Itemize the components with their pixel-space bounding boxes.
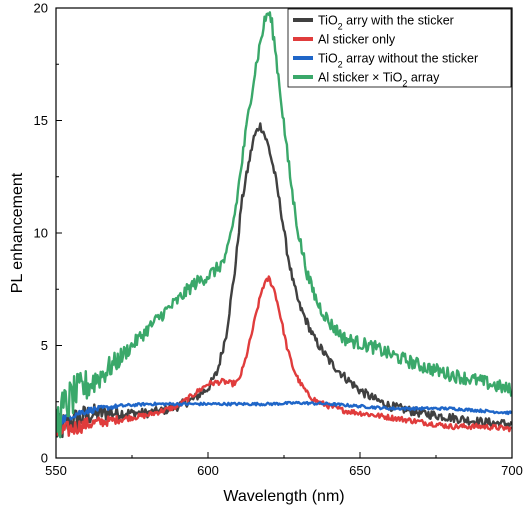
series-line [56, 122, 512, 439]
series-line [56, 275, 512, 437]
x-tick-label: 650 [349, 463, 371, 478]
y-tick-label: 5 [41, 338, 48, 353]
series-group [56, 11, 512, 439]
series-line [56, 11, 512, 439]
series-layer [56, 11, 512, 439]
x-tick-label: 700 [501, 463, 523, 478]
legend-label: Al sticker only [318, 33, 396, 47]
legend-label: TiO2 array without the sticker [318, 52, 478, 70]
y-tick-label: 0 [41, 451, 48, 466]
legend-label: TiO2 arry with the sticker [318, 14, 454, 32]
y-tick-label: 10 [34, 226, 48, 241]
y-axis-title: PL enhancement [9, 172, 26, 293]
series-group [56, 400, 512, 425]
legend-label: Al sticker × TiO2 array [318, 71, 440, 89]
y-tick-label: 15 [34, 113, 48, 128]
series-group [56, 275, 512, 437]
x-tick-label: 550 [45, 463, 67, 478]
y-tick-label: 20 [34, 1, 48, 16]
x-axis-title: Wavelength (nm) [223, 488, 344, 505]
x-tick-label: 600 [197, 463, 219, 478]
series-line [56, 400, 512, 425]
axes-layer: 550 600 650 700 0 5 10 15 20 [34, 1, 523, 479]
series-group [56, 122, 512, 439]
legend-box [287, 8, 512, 88]
